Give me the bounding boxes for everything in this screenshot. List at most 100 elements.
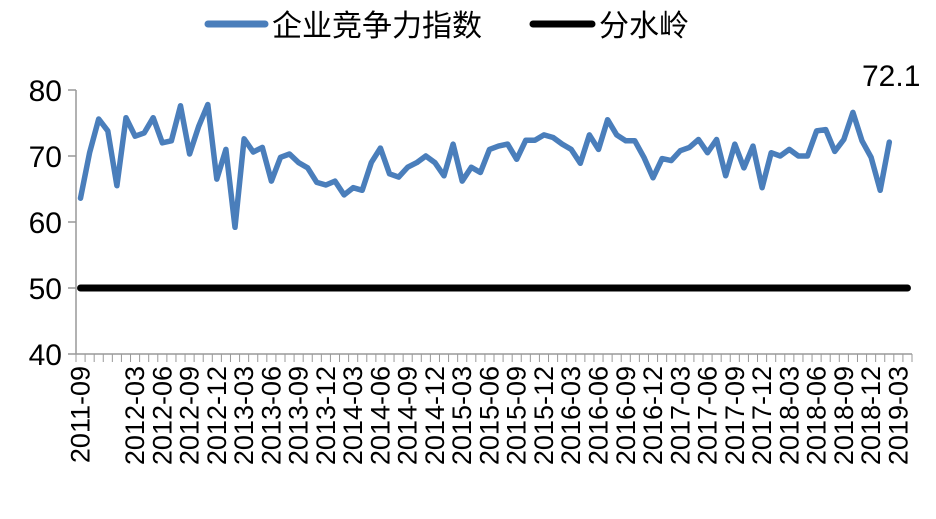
data-point — [297, 161, 301, 165]
x-tick-label: 2013-03 — [229, 366, 259, 465]
data-point — [133, 134, 137, 138]
data-point — [451, 142, 455, 146]
x-tick-label: 2012-09 — [175, 366, 205, 465]
data-point — [160, 141, 164, 145]
x-tick-label: 2013-06 — [256, 366, 286, 465]
x-tick-label: 2012-06 — [147, 366, 177, 465]
x-axis: 2011-09 2012-032012-062012-092012-122013-… — [66, 353, 913, 465]
data-point — [88, 151, 92, 155]
data-point — [624, 139, 628, 143]
data-point — [169, 139, 173, 143]
data-point — [206, 103, 210, 106]
data-point — [269, 179, 273, 183]
data-point — [515, 157, 519, 161]
data-point — [251, 150, 255, 154]
y-tick-label: 50 — [29, 273, 62, 306]
legend-label-series-2: 分水岭 — [599, 9, 689, 44]
y-tick-label: 40 — [29, 339, 62, 372]
data-point — [415, 161, 419, 165]
data-point — [806, 154, 809, 158]
data-point — [142, 131, 146, 135]
data-point — [833, 149, 837, 153]
data-point — [478, 171, 482, 174]
x-tick-label: 2018-09 — [829, 366, 859, 465]
data-point — [469, 165, 473, 169]
data-point — [424, 154, 428, 158]
data-point — [551, 136, 555, 139]
data-point — [715, 138, 719, 141]
data-point — [769, 151, 773, 155]
data-point — [106, 129, 110, 133]
data-point — [115, 184, 119, 188]
data-point — [542, 133, 546, 137]
x-tick-label: 2011-09 — [66, 366, 96, 463]
x-tick-label: 2018-06 — [802, 366, 832, 465]
data-point — [324, 183, 328, 187]
data-point — [197, 124, 201, 128]
data-point — [351, 186, 355, 190]
data-point — [397, 175, 401, 179]
x-tick-label: 2017-06 — [693, 366, 723, 465]
data-point — [79, 196, 82, 200]
data-point — [342, 193, 346, 197]
data-point — [787, 147, 791, 151]
data-point — [488, 147, 491, 151]
x-tick-label: 2014-06 — [365, 366, 395, 465]
legend: 企业竞争力指数 分水岭 — [204, 9, 689, 44]
x-tick-label: 2017-03 — [665, 366, 695, 465]
data-point — [587, 133, 591, 137]
data-point — [851, 110, 855, 114]
data-point — [151, 116, 155, 120]
data-point — [687, 145, 691, 149]
data-point — [260, 145, 264, 149]
data-point — [842, 138, 846, 141]
x-tick-label: 2015-06 — [474, 366, 504, 465]
x-tick-label: 2016-09 — [611, 366, 641, 465]
data-point — [242, 137, 246, 141]
data-point — [360, 188, 364, 192]
data-point — [660, 157, 664, 161]
x-tick-label: 2014-12 — [420, 366, 450, 465]
data-point — [333, 179, 337, 183]
data-point — [724, 174, 728, 178]
x-tick-label: 2019-03 — [883, 366, 913, 465]
data-point — [815, 129, 819, 133]
x-tick-label: 2013-09 — [284, 366, 314, 465]
x-tick-label: 2017-12 — [747, 366, 777, 465]
data-point — [497, 144, 500, 148]
data-point — [179, 104, 182, 108]
data-point — [697, 138, 700, 141]
y-tick-label: 80 — [29, 75, 62, 108]
data-point — [233, 225, 237, 229]
x-tick-label: 2012-12 — [202, 366, 232, 465]
data-point — [887, 140, 891, 144]
x-tick-label: 2016-12 — [638, 366, 668, 465]
data-point — [279, 155, 282, 159]
x-tick-label: 2016-06 — [584, 366, 614, 465]
data-point — [315, 180, 319, 184]
data-point — [669, 159, 673, 163]
data-point — [442, 174, 446, 178]
data-point — [97, 117, 101, 121]
x-tick-label: 2017-09 — [720, 366, 750, 465]
data-point — [878, 188, 882, 192]
x-tick-label: 2013-12 — [311, 366, 341, 465]
data-point — [460, 179, 464, 183]
data-point — [215, 177, 219, 181]
data-point — [796, 154, 800, 158]
data-point — [760, 186, 764, 190]
data-point — [597, 147, 600, 151]
data-point — [288, 152, 291, 156]
data-point — [433, 161, 437, 165]
data-label: 72.1 — [862, 60, 920, 93]
y-tick-label: 60 — [29, 207, 62, 240]
data-point — [778, 154, 782, 158]
plot-area: 72.1 — [77, 60, 920, 292]
data-point — [706, 151, 709, 155]
x-tick-label: 2016-03 — [556, 366, 586, 465]
data-point — [742, 166, 746, 170]
data-point — [533, 138, 537, 142]
data-point — [606, 118, 610, 122]
x-tick-label: 2015-12 — [529, 366, 559, 465]
data-point — [306, 166, 310, 170]
